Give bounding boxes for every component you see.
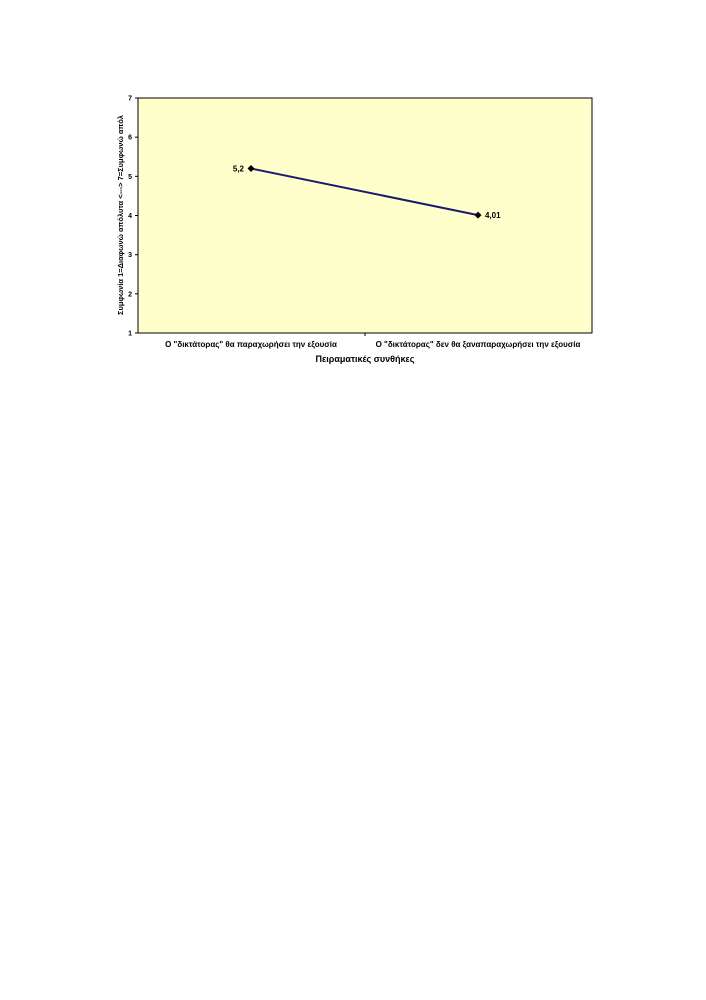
data-label: 5,2 [233, 165, 245, 174]
category-label-0: Ο "δικτάτορας" θα παραχωρήσει την εξουσί… [165, 340, 337, 349]
series-line: 5,2 4,01 [233, 165, 501, 221]
category-label-1: Ο "δικτάτορας" δεν θα ξαναπαραχωρήσει τη… [376, 340, 581, 349]
y-tick-label: 4 [128, 213, 132, 220]
y-tick-label: 5 [128, 174, 132, 181]
y-tick-label: 3 [128, 252, 132, 259]
y-axis: 1 2 3 4 5 6 7 [128, 96, 366, 338]
series-path [250, 167, 479, 217]
y-tick-label: 2 [128, 291, 132, 298]
y-tick-label: 7 [128, 96, 132, 103]
y-axis-title: Συμφωνία 1=Διαφωνώ απόλυτα <---> 7=Συμφω… [116, 114, 125, 315]
plot-area [137, 97, 593, 334]
data-point-marker [247, 165, 255, 172]
x-axis: Ο "δικτάτορας" θα παραχωρήσει την εξουσί… [165, 340, 580, 349]
x-axis-title: Πειραματικές συνθήκες [316, 354, 415, 364]
y-tick-label: 1 [128, 331, 132, 338]
data-label: 4,01 [485, 211, 501, 220]
data-point-marker [474, 211, 482, 219]
y-tick-label: 6 [128, 135, 132, 142]
